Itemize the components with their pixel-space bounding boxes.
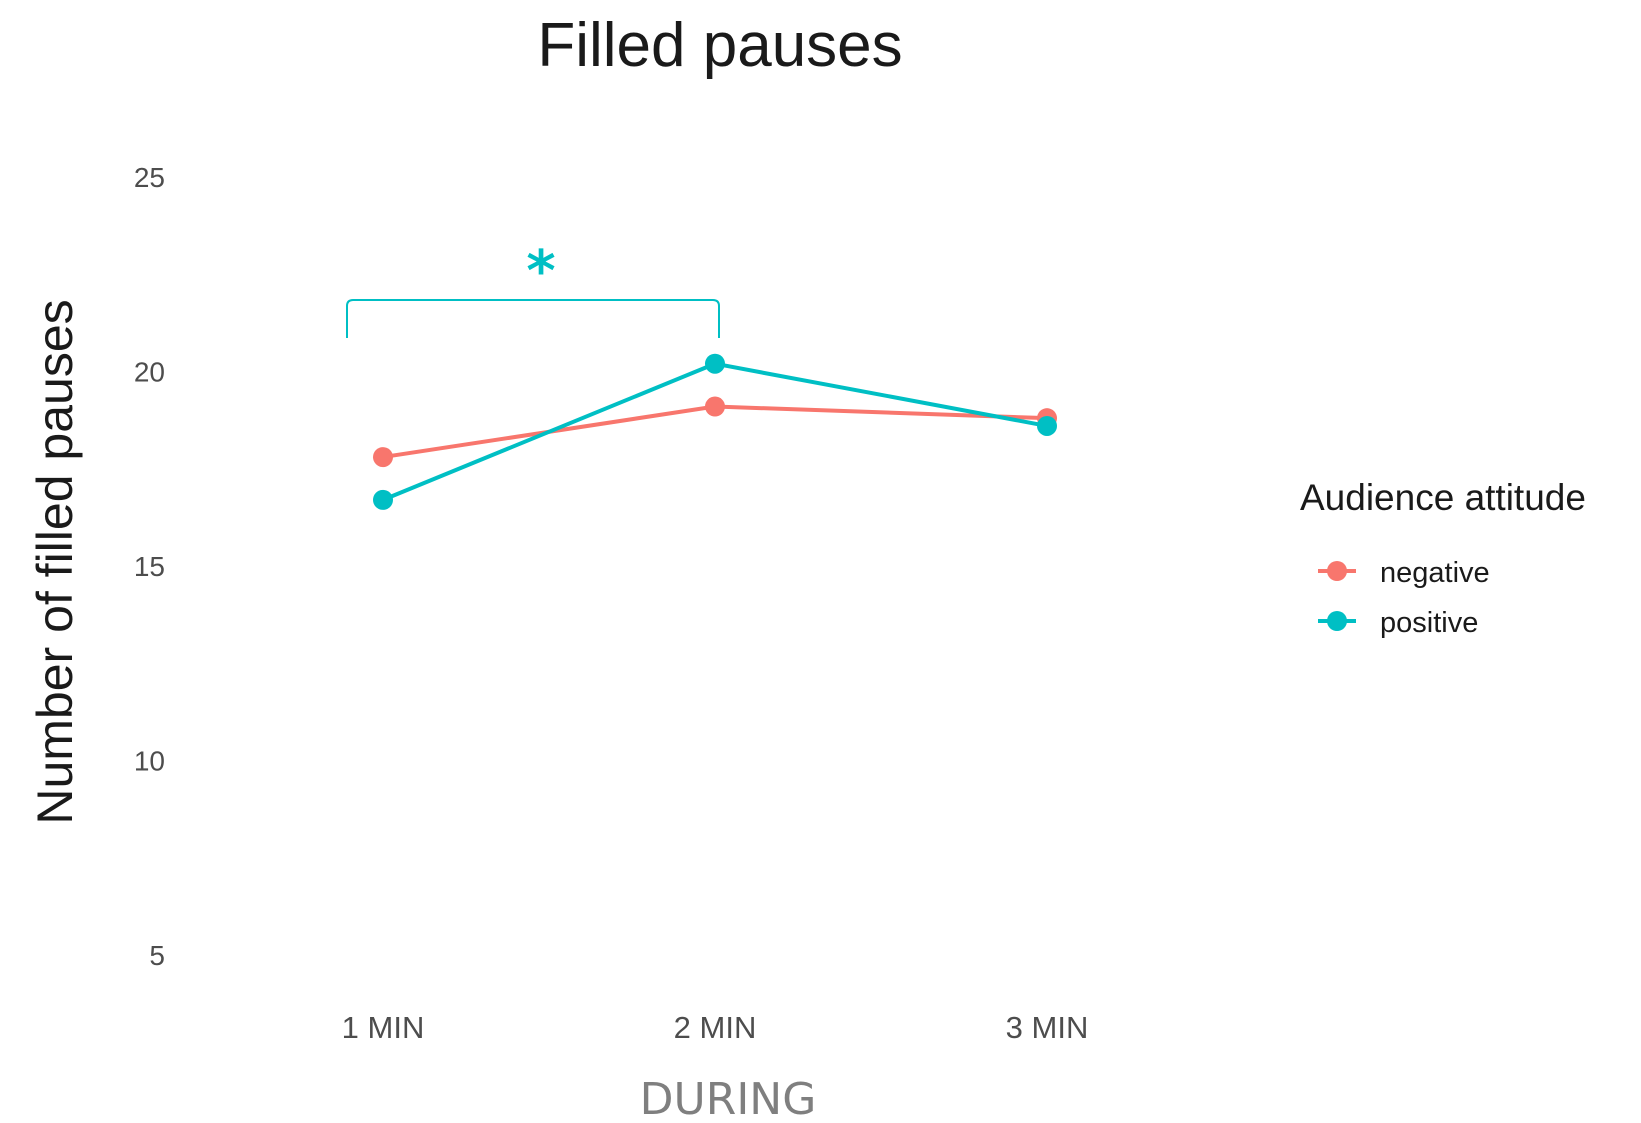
y-tick-label: 20 (134, 357, 165, 388)
legend-key-point (1327, 611, 1347, 631)
data-point-negative (705, 396, 725, 417)
data-point-positive (373, 489, 393, 510)
significance-star: * (526, 239, 555, 304)
legend-label: negative (1380, 557, 1490, 589)
data-point-negative (373, 447, 393, 468)
y-axis-ticks: 5 10 15 20 25 (134, 162, 165, 971)
significance-bracket: * (346, 239, 720, 338)
y-tick-label: 15 (134, 551, 165, 582)
legend-item-positive: positive (1318, 607, 1478, 639)
y-tick-label: 5 (149, 940, 165, 971)
data-point-positive (705, 353, 725, 374)
data-point-positive (1037, 415, 1057, 436)
x-axis-label: DURING (640, 1074, 817, 1123)
chart-title: Filled pauses (537, 11, 902, 80)
x-tick-label: 2 MIN (674, 1010, 757, 1045)
x-tick-label: 1 MIN (342, 1010, 425, 1045)
legend-label: positive (1380, 607, 1478, 639)
y-tick-label: 10 (134, 746, 165, 777)
x-tick-label: 3 MIN (1006, 1010, 1089, 1045)
y-axis-label: Number of filled pauses (27, 299, 83, 824)
bracket-line (346, 299, 720, 338)
series-line-positive (382, 361, 1048, 502)
y-tick-label: 25 (134, 162, 165, 193)
series-positive (373, 353, 1057, 510)
x-axis-ticks: 1 MIN 2 MIN 3 MIN (342, 1010, 1089, 1045)
legend: Audience attitude negative positive (1300, 477, 1586, 639)
legend-title: Audience attitude (1300, 477, 1586, 518)
legend-item-negative: negative (1318, 557, 1490, 589)
series-layer (373, 353, 1057, 510)
legend-key-point (1327, 561, 1347, 581)
